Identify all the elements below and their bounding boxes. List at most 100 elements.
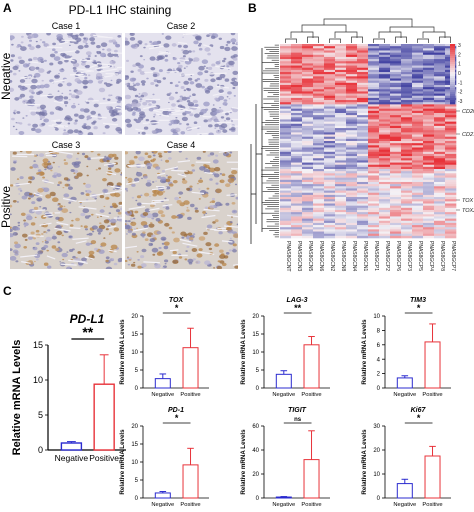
heatmap-cell — [434, 138, 446, 142]
heatmap-cell — [390, 69, 402, 73]
heatmap-cell — [335, 125, 347, 129]
cell-nucleus — [87, 74, 91, 77]
cell-nucleus — [13, 161, 17, 164]
heatmap-cell — [291, 65, 303, 69]
heatmap-cell — [434, 56, 446, 60]
heatmap-cell — [302, 190, 314, 194]
cell-nucleus — [147, 155, 152, 159]
heatmap-cell — [434, 97, 446, 101]
cell-nucleus — [110, 79, 113, 82]
cell-nucleus — [52, 174, 57, 178]
stroma-fiber — [148, 207, 160, 211]
heatmap-cell — [291, 229, 303, 232]
cell-nucleus — [103, 237, 106, 239]
cell-nucleus — [36, 106, 40, 109]
heatmap-cell — [313, 128, 325, 131]
cell-nucleus — [168, 226, 173, 230]
cell-nucleus — [201, 59, 209, 64]
heatmap-cell — [390, 175, 402, 178]
heatmap-cell — [357, 160, 369, 163]
stroma-fiber — [32, 209, 46, 212]
heatmap-cell — [401, 56, 413, 60]
heatmap-cell — [346, 188, 358, 191]
heatmap-cell — [291, 156, 303, 159]
category-label: Positive — [89, 453, 119, 463]
heatmap-cell — [401, 212, 413, 215]
cell-nucleus — [35, 229, 40, 233]
heatmap-cell — [434, 216, 446, 219]
cell-nucleus — [182, 49, 190, 55]
cell-nucleus — [148, 223, 155, 228]
heatmap-cell — [434, 220, 446, 224]
heatmap-cell — [346, 89, 358, 92]
heatmap-cell — [302, 158, 314, 161]
cell-nucleus — [152, 253, 156, 256]
heatmap-cell — [291, 132, 303, 135]
heatmap-cell — [368, 192, 380, 196]
heatmap-cell — [390, 201, 402, 204]
cell-nucleus — [136, 251, 139, 253]
cell-nucleus — [10, 228, 13, 233]
heatmap-cell — [302, 153, 314, 157]
heatmap-cell — [412, 108, 424, 112]
heatmap-cell — [423, 82, 435, 86]
cell-nucleus — [108, 212, 112, 215]
cell-nucleus — [152, 154, 156, 157]
heatmap-cell — [423, 138, 435, 142]
heatmap-cell — [390, 46, 402, 49]
heatmap-cell — [401, 222, 413, 226]
cell-nucleus — [206, 187, 210, 190]
cell-nucleus — [52, 234, 56, 237]
cell-nucleus — [153, 116, 156, 118]
heatmap-cell — [335, 166, 347, 170]
cell-nucleus — [187, 102, 195, 107]
heatmap-cell — [346, 149, 358, 153]
cell-nucleus — [235, 196, 238, 200]
heatmap-cell — [379, 87, 391, 90]
cell-nucleus — [126, 123, 133, 128]
heatmap-cell — [346, 82, 358, 86]
heatmap-cell — [445, 218, 457, 222]
heatmap-cell — [423, 145, 435, 148]
heatmap-cell — [412, 59, 424, 62]
heatmap-cell — [412, 225, 424, 228]
heatmap-cell — [445, 220, 457, 224]
heatmap-cell — [324, 222, 336, 226]
heatmap-cell — [368, 102, 380, 105]
cell-nucleus — [216, 265, 223, 269]
heatmap-cell — [324, 149, 336, 153]
stroma-fiber — [157, 51, 169, 55]
cell-nucleus — [85, 64, 90, 69]
heatmap-cell — [313, 93, 325, 97]
heatmap-cell — [445, 197, 457, 200]
heatmap-cell — [346, 229, 358, 232]
cell-nucleus — [198, 42, 202, 45]
heatmap-cell — [291, 72, 303, 75]
cell-nucleus — [152, 193, 157, 197]
cell-nucleus — [111, 117, 118, 122]
cell-nucleus — [234, 183, 238, 186]
y-tick-label: 5 — [256, 368, 260, 374]
heatmap-cell — [335, 214, 347, 217]
heatmap-cell — [280, 128, 292, 131]
heatmap-cell — [280, 201, 292, 204]
cell-nucleus — [183, 67, 186, 69]
heatmap-cell — [368, 44, 380, 47]
heatmap-cell — [412, 160, 424, 163]
heatmap-cell — [291, 151, 303, 155]
y-axis-label: Relative mRNA Levels — [240, 319, 247, 385]
heatmap-cell — [324, 141, 336, 144]
heatmap-cell — [313, 132, 325, 135]
heatmap-cell — [368, 173, 380, 176]
heatmap-cell — [423, 231, 435, 234]
heatmap-cell — [302, 220, 314, 224]
heatmap-cell — [368, 69, 380, 73]
heatmap-cell — [302, 194, 314, 198]
heatmap-cell — [390, 220, 402, 224]
cell-nucleus — [83, 182, 86, 185]
heatmap-cell — [335, 158, 347, 161]
cell-nucleus — [212, 104, 215, 106]
heatmap-cell — [412, 138, 424, 142]
heatmap-cell — [346, 119, 358, 122]
heatmap-cell — [324, 89, 336, 92]
